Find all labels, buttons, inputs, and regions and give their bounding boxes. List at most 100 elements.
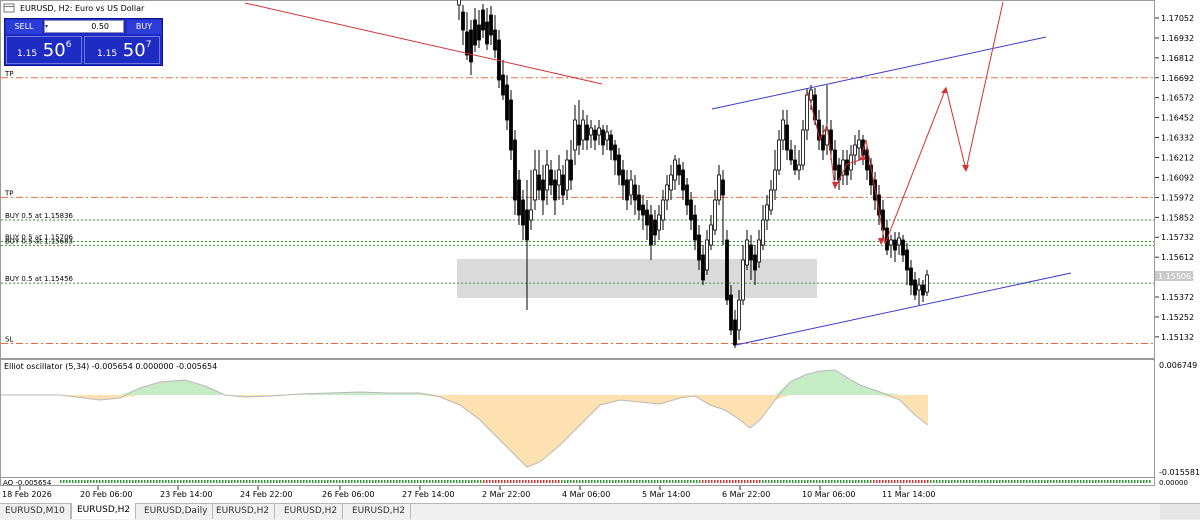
ao-bar [711,480,713,483]
candle-body [513,139,517,201]
buy-button[interactable]: BUY [127,20,161,34]
ao-bar [522,480,524,483]
ao-bar [663,480,665,483]
ao-bar [1098,480,1100,483]
tab-eurusd-h2-1[interactable]: EURUSD,H2 [71,503,137,519]
ao-bar [693,480,695,483]
ao-bar [600,480,602,483]
ao-histogram [60,480,1151,483]
ao-bar [237,480,239,483]
ao-bar [1017,480,1019,483]
ao-bar [651,480,653,483]
ao-bar [249,480,251,483]
ao-bar [228,480,230,483]
ao-bar [183,480,185,483]
lot-spinner-icon[interactable]: ▾ [45,23,49,30]
candle-body [557,169,561,186]
ao-bar [582,480,584,483]
buy-price-box[interactable]: 1.15 507 [84,36,160,64]
ao-bar [126,480,128,483]
ao-bar [141,480,143,483]
ao-bar [1053,480,1055,483]
ao-bar [966,480,968,483]
red-trend-line[interactable] [244,2,603,85]
ao-bar [708,480,710,483]
ao-bar [345,480,347,483]
ao-bar [783,480,785,483]
candle-body [629,179,633,196]
demand-zone-rectangle[interactable] [457,259,817,298]
candle-body [569,159,573,181]
candle-body [861,139,865,156]
ao-bar [336,480,338,483]
ao-bar [990,480,992,483]
ao-bar [771,480,773,483]
ao-bar [1038,480,1040,483]
ao-bar [258,480,260,483]
ao-bar [1011,480,1013,483]
candle-body [677,164,681,176]
ao-bar [1050,480,1052,483]
ao-bar [162,480,164,483]
ao-bar [987,480,989,483]
ao-bar [195,480,197,483]
ao-bar [831,480,833,483]
channel-lower-line[interactable] [735,272,1072,346]
ao-bar [498,480,500,483]
ao-bar [279,480,281,483]
ao-bar [456,480,458,483]
ao-bar [444,480,446,483]
candle-body [505,84,509,121]
ao-bar [993,480,995,483]
tabs-scroll-area[interactable] [1160,504,1200,519]
ao-bar [159,480,161,483]
ao-bar [216,480,218,483]
ao-bar [816,480,818,483]
ao-bar [372,480,374,483]
sell-button[interactable]: SELL [6,20,42,34]
elliott-wave-projection[interactable] [884,1,1004,245]
lot-size-input[interactable]: 0.50 [44,20,124,33]
ao-bar [360,480,362,483]
candle-body [745,239,749,266]
tab-eurusd-daily-2[interactable]: EURUSD,Daily [139,504,214,519]
ao-bar [561,480,563,483]
ao-bar [501,480,503,483]
ao-bar [927,480,929,483]
tab-eurusd-h2-4[interactable]: EURUSD,H2 [279,504,344,519]
ao-bar [459,480,461,483]
candle-body [529,209,533,221]
buy-price-prefix: 1.15 [97,49,118,59]
time-tick-label: 26 Feb 06:00 [322,490,374,499]
elliott-wave-small[interactable] [807,91,886,245]
price-tick-label: 1.16692 [1161,74,1194,83]
order-level-label: BUY 0.5 at 1.15836 [5,212,74,220]
candle-body [501,74,505,96]
candle-body [713,199,717,231]
candle-body [773,169,777,191]
ao-bar [1032,480,1034,483]
tab-eurusd-m10-0[interactable]: EURUSD,M10 [0,504,71,519]
tab-eurusd-h2-3[interactable]: EURUSD,H2 [211,504,276,519]
tab-eurusd-h2-5[interactable]: EURUSD,H2 [347,504,412,519]
ao-bar [60,480,62,483]
candle-body [673,159,677,181]
sell-price-box[interactable]: 1.15 506 [6,36,82,64]
candle-body [481,9,485,31]
candle-body [633,184,637,201]
ao-bar [705,480,707,483]
ao-bar [90,480,92,483]
ao-bar [675,480,677,483]
oscillator-line [1,369,929,468]
price-tick-label: 1.15132 [1161,333,1194,342]
ao-bar [939,480,941,483]
ao-bar [846,480,848,483]
channel-upper-line[interactable] [711,36,1047,110]
ao-bar [576,480,578,483]
price-tick-label: 1.16212 [1161,154,1194,163]
chart-canvas[interactable]: EURUSD, H2: Euro vs US Dollar TP TP BUY 0.… [0,0,1200,503]
ao-bar [648,480,650,483]
ao-bar [123,480,125,483]
time-tick-label: 20 Feb 06:00 [80,490,132,499]
ao-bar [639,480,641,483]
